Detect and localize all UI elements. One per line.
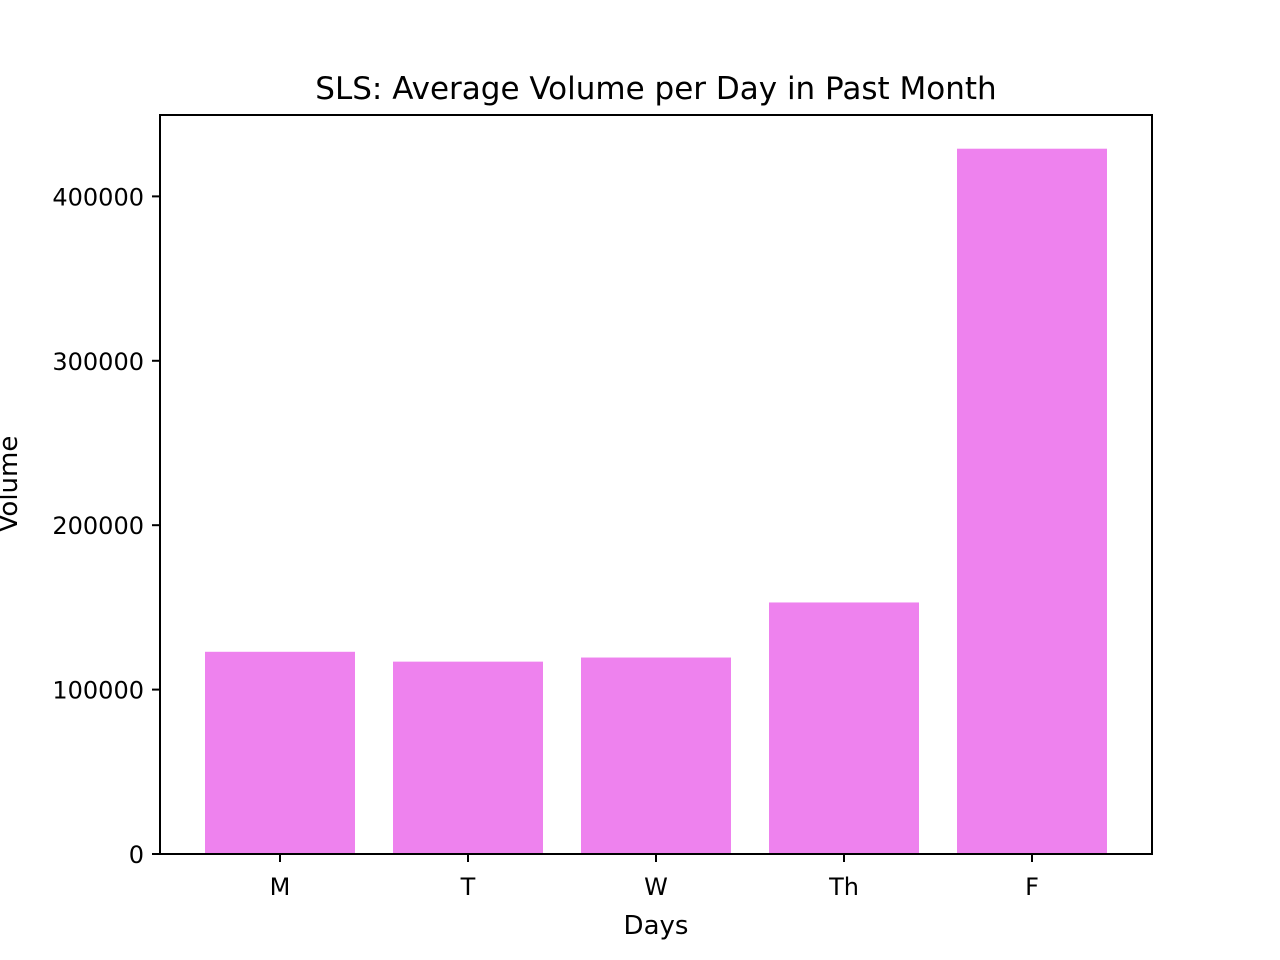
- y-tick-label: 400000: [52, 183, 144, 211]
- x-axis-label: Days: [624, 911, 689, 941]
- y-axis: 0 100000 200000 300000 400000: [52, 183, 160, 869]
- bar-t: [393, 661, 543, 854]
- x-tick-label: W: [644, 873, 668, 901]
- bar-m: [205, 651, 355, 854]
- x-axis: M T W Th F: [270, 854, 1039, 901]
- y-tick-label: 300000: [52, 348, 144, 376]
- x-tick-label: F: [1025, 873, 1039, 901]
- bar-w: [581, 657, 731, 854]
- y-tick-label: 100000: [52, 677, 144, 705]
- x-tick-label: Th: [828, 873, 859, 901]
- bar-th: [769, 602, 919, 854]
- plot-area: [205, 148, 1107, 854]
- y-axis-label: Volume: [0, 436, 24, 533]
- y-tick-label: 200000: [52, 512, 144, 540]
- y-tick-label: 0: [129, 841, 144, 869]
- x-tick-label: M: [270, 873, 291, 901]
- chart-title: SLS: Average Volume per Day in Past Mont…: [315, 71, 996, 107]
- bar-f: [957, 148, 1107, 854]
- x-tick-label: T: [460, 873, 476, 901]
